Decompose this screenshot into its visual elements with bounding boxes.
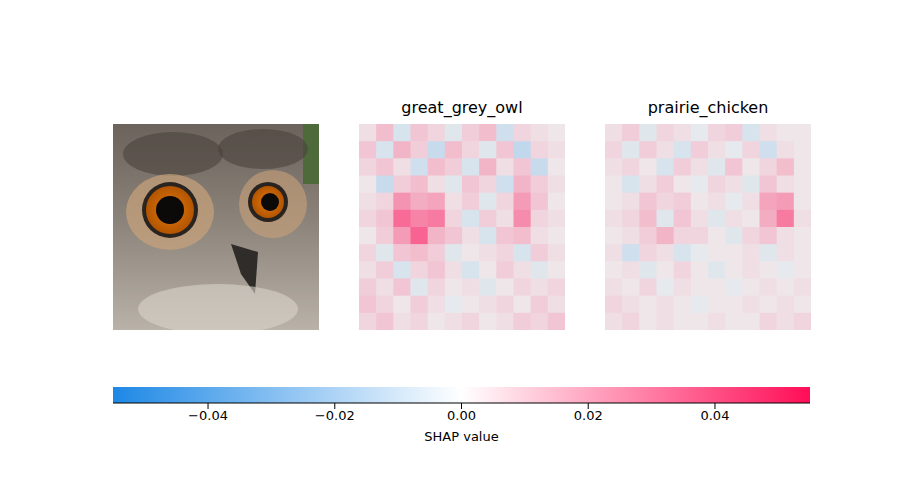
html-text:prairie_chicken: prairie_chicken (647, 98, 769, 117)
svg-text:0.02: 0.02 (574, 408, 603, 423)
svg-text:0.04: 0.04 (700, 408, 729, 423)
svg-text:0.00: 0.00 (447, 408, 476, 423)
svg-text:−0.04: −0.04 (188, 408, 228, 423)
html-text:SHAP value: SHAP value (424, 429, 499, 444)
svg-text:−0.02: −0.02 (315, 408, 355, 423)
html-text:great_grey_owl: great_grey_owl (401, 98, 523, 117)
